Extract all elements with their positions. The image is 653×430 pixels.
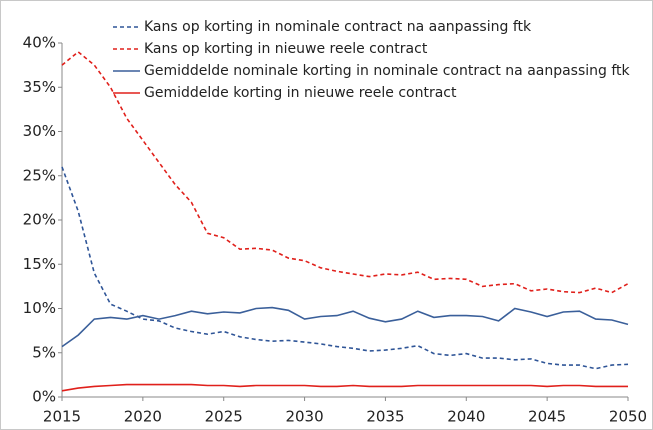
legend-label: Kans op korting in nieuwe reele contract — [144, 41, 428, 57]
x-tick-label: 2025 — [205, 408, 243, 426]
x-tick-label: 2020 — [124, 408, 162, 426]
x-tick-label: 2050 — [609, 408, 647, 426]
series-line — [61, 383, 628, 392]
y-tick-label: 35% — [23, 78, 56, 96]
y-tick-label: 20% — [23, 211, 56, 229]
y-tick-label: 5% — [32, 343, 56, 361]
legend-label: Gemiddelde nominale korting in nominale … — [144, 63, 631, 79]
x-tick-label: 2035 — [366, 408, 404, 426]
x-tick-label: 2040 — [447, 408, 485, 426]
x-tick-label: 2045 — [528, 408, 566, 426]
y-tick-label: 0% — [32, 388, 56, 406]
y-tick-label: 15% — [23, 255, 56, 273]
series-line — [61, 166, 629, 370]
y-tick-label: 10% — [23, 299, 56, 317]
series-line — [61, 50, 629, 294]
y-tick-label: 30% — [23, 122, 56, 140]
y-tick-label: 25% — [23, 166, 56, 184]
x-tick-label: 2030 — [285, 408, 323, 426]
y-tick-label: 40% — [23, 34, 56, 52]
legend-label: Kans op korting in nominale contract na … — [144, 19, 532, 35]
legend-label: Gemiddelde korting in nieuwe reele contr… — [144, 85, 457, 101]
series-line — [61, 306, 629, 348]
x-tick-label: 2015 — [43, 408, 81, 426]
